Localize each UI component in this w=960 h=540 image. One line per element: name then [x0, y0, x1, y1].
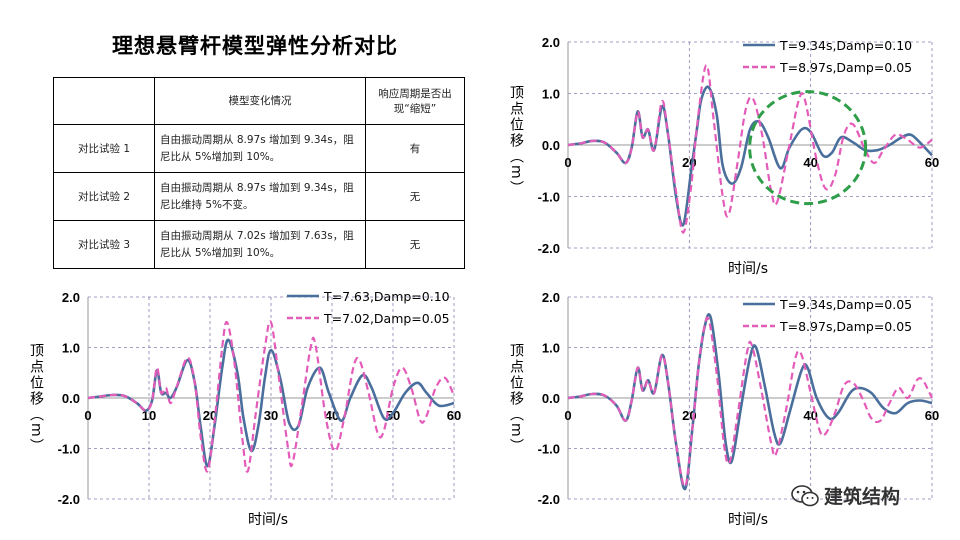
table-cell-result: 有: [365, 124, 465, 173]
table-cell-result: 无: [365, 220, 465, 269]
y-tick-label: 0.0: [542, 391, 560, 406]
chart-bottom-right: 2.0 1.0 0.0 -1.0 -2.0 0 20 40 60 顶点位移（m） 时间/s T=9.3…: [500, 285, 960, 535]
chart-svg: 2.01.00.0-1.0-2.00 20 40 60: [538, 290, 940, 507]
y-tick-label: 1.0: [542, 87, 560, 102]
y-tick-label: 1.0: [62, 341, 80, 356]
table-row: 对比试验 2 自由振动周期从 8.97s 增加到 9.34s，阻尼比维持 5%不…: [53, 172, 465, 221]
x-tick-label: 40: [803, 155, 817, 170]
x-tick-label: 40: [803, 408, 817, 423]
x-tick-label: 30: [264, 408, 278, 423]
x-tick-label: 0: [564, 155, 571, 170]
table-cell-name: 对比试验 3: [53, 220, 155, 269]
table-cell-name: 对比试验 1: [53, 124, 155, 173]
legend-label: T=7.02,Damp=0.05: [324, 310, 450, 326]
table-cell-desc: 自由振动周期从 8.97s 增加到 9.34s，阻尼比维持 5%不变。: [154, 172, 366, 221]
y-tick-label: -1.0: [538, 190, 560, 205]
x-tick-label: 0: [84, 408, 91, 423]
x-tick-label: 60: [447, 408, 461, 423]
y-tick-label: 2.0: [542, 35, 560, 50]
chart-bottom-left: 2.0 1.0 0.0 -1.0 -2.0 0 10 20 30 40 50 60 顶点位移（m） 时间/…: [20, 285, 480, 535]
chart-top-right: 2.0 1.0 0.0 -1.0 -2.0 0 20 40 60 顶点位移（m） 时间/s T=9.3…: [500, 30, 960, 280]
chart-legend: T=9.34s,Damp=0.10 T=8.97s,Damp=0.05: [742, 34, 912, 78]
legend-label: T=9.34s,Damp=0.10: [780, 37, 913, 53]
legend-item: T=7.02,Damp=0.05: [286, 307, 450, 329]
table-row: 对比试验 3 自由振动周期从 7.02s 增加到 7.63s，阻尼比从 5%增加…: [53, 220, 465, 269]
x-axis-title: 时间/s: [728, 261, 769, 277]
table-cell-result: 无: [365, 172, 465, 221]
series-line-dashed: [567, 316, 933, 488]
table-cell-desc: 自由振动周期从 7.02s 增加到 7.63s，阻尼比从 5%增加到 10%。: [154, 220, 366, 269]
watermark-text: 建筑结构: [824, 486, 901, 508]
chart-svg: 2.01.00.0-1.0-2.00 10 20 30 40 50 60: [58, 290, 462, 507]
watermark: 建筑结构: [790, 482, 900, 509]
legend-label: T=7.63,Damp=0.10: [324, 288, 450, 304]
x-tick-label: 20: [203, 408, 217, 423]
legend-label: T=8.97s,Damp=0.05: [780, 59, 913, 75]
chart-svg: 2.01.00.0-1.0-2.00 20 40 60: [538, 35, 940, 256]
legend-item: T=9.34s,Damp=0.05: [742, 293, 912, 315]
legend-swatch: [743, 324, 775, 328]
y-tick-label: 2.0: [62, 290, 80, 305]
y-tick-label: 0.0: [62, 391, 80, 406]
table-cell-name: 对比试验 2: [53, 172, 155, 221]
legend-swatch: [743, 65, 775, 69]
table-header-cell: 模型变化情况: [154, 77, 366, 125]
x-axis-title: 时间/s: [728, 512, 769, 528]
y-tick-label: -2.0: [58, 492, 80, 507]
y-tick-label: -1.0: [58, 442, 80, 457]
legend-item: T=8.97s,Damp=0.05: [742, 56, 912, 78]
chart-legend: T=7.63,Damp=0.10 T=7.02,Damp=0.05: [286, 285, 450, 329]
legend-item: T=9.34s,Damp=0.10: [742, 34, 912, 56]
chart-legend: T=9.34s,Damp=0.05 T=8.97s,Damp=0.05: [742, 293, 912, 337]
x-axis-title: 时间/s: [248, 512, 289, 528]
comparison-table: 模型变化情况 响应周期是否出现“缩短” 对比试验 1 自由振动周期从 8.97s…: [53, 77, 465, 269]
table-header-cell: [53, 77, 155, 125]
y-axis-title: 顶点位移（m）: [508, 343, 524, 455]
legend-label: T=9.34s,Damp=0.05: [780, 296, 913, 312]
x-tick-label: 60: [925, 155, 939, 170]
y-tick-label: -2.0: [538, 492, 560, 507]
y-tick-label: -2.0: [538, 241, 560, 256]
highlight-circle: [748, 90, 868, 206]
x-tick-label: 0: [564, 408, 571, 423]
series-line-solid: [567, 313, 933, 491]
y-axis-title: 顶点位移（m）: [508, 85, 524, 197]
legend-swatch: [287, 316, 319, 320]
legend-item: T=8.97s,Damp=0.05: [742, 315, 912, 337]
legend-swatch: [743, 43, 775, 47]
table-row: 对比试验 1 自由振动周期从 8.97s 增加到 9.34s，阻尼比从 5%增加…: [53, 124, 465, 173]
y-tick-label: 1.0: [542, 341, 560, 356]
legend-item: T=7.63,Damp=0.10: [286, 285, 450, 307]
table-header-cell: 响应周期是否出现“缩短”: [365, 77, 465, 125]
x-tick-label: 60: [925, 408, 939, 423]
table-header-row: 模型变化情况 响应周期是否出现“缩短”: [53, 77, 465, 125]
y-tick-label: -1.0: [538, 442, 560, 457]
y-tick-label: 2.0: [542, 290, 560, 305]
legend-swatch: [743, 302, 775, 306]
y-axis-title: 顶点位移（m）: [28, 343, 44, 455]
page-title: 理想悬臂杆模型弹性分析对比: [112, 33, 398, 58]
series-line-dashed: [87, 320, 456, 473]
series-line-dashed: [567, 64, 933, 234]
table-cell-desc: 自由振动周期从 8.97s 增加到 9.34s，阻尼比从 5%增加到 10%。: [154, 124, 366, 173]
legend-swatch: [287, 294, 319, 298]
legend-label: T=8.97s,Damp=0.05: [780, 318, 913, 334]
y-tick-label: 0.0: [542, 138, 560, 153]
wechat-icon: [791, 484, 819, 506]
